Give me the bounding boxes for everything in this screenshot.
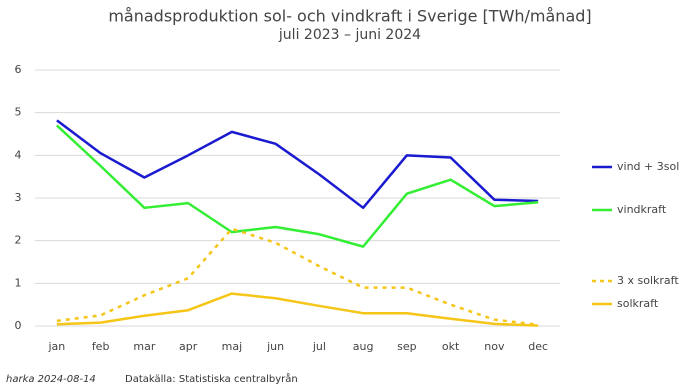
legend-label: vind + 3sol — [617, 160, 679, 173]
x-tick-label: aug — [353, 340, 374, 353]
x-tick-label: apr — [179, 340, 198, 353]
series-line — [56, 227, 539, 326]
x-tick-label: jun — [266, 340, 284, 353]
y-tick-label: 5 — [15, 106, 22, 119]
y-tick-label: 4 — [15, 148, 22, 161]
series-line — [56, 124, 539, 248]
y-tick-label: 6 — [15, 63, 22, 76]
footer-source: Datakälla: Statistiska centralbyrån — [125, 372, 298, 385]
x-tick-label: dec — [528, 340, 548, 353]
chart-subtitle: juli 2023 – juni 2024 — [278, 27, 421, 43]
series-line — [56, 292, 539, 327]
x-tick-label: okt — [442, 340, 460, 353]
x-tick-label: sep — [397, 340, 416, 353]
legend-label: solkraft — [617, 297, 659, 310]
legend-label: 3 x solkraft — [617, 274, 679, 287]
y-tick-label: 2 — [15, 234, 22, 247]
chart-title: månadsproduktion sol- och vindkraft i Sv… — [108, 7, 591, 26]
x-tick-label: nov — [484, 340, 505, 353]
y-tick-label: 1 — [15, 276, 22, 289]
x-tick-label: mar — [133, 340, 155, 353]
legend-label: vindkraft — [617, 203, 667, 216]
y-tick-label: 3 — [15, 191, 22, 204]
x-tick-label: feb — [92, 340, 110, 353]
x-tick-label: jan — [47, 340, 65, 353]
x-tick-label: jul — [312, 340, 326, 353]
footer-author: harka 2024-08-14 — [6, 374, 96, 385]
y-tick-label: 0 — [15, 319, 22, 332]
x-tick-label: maj — [222, 340, 243, 353]
series-line — [56, 119, 539, 210]
